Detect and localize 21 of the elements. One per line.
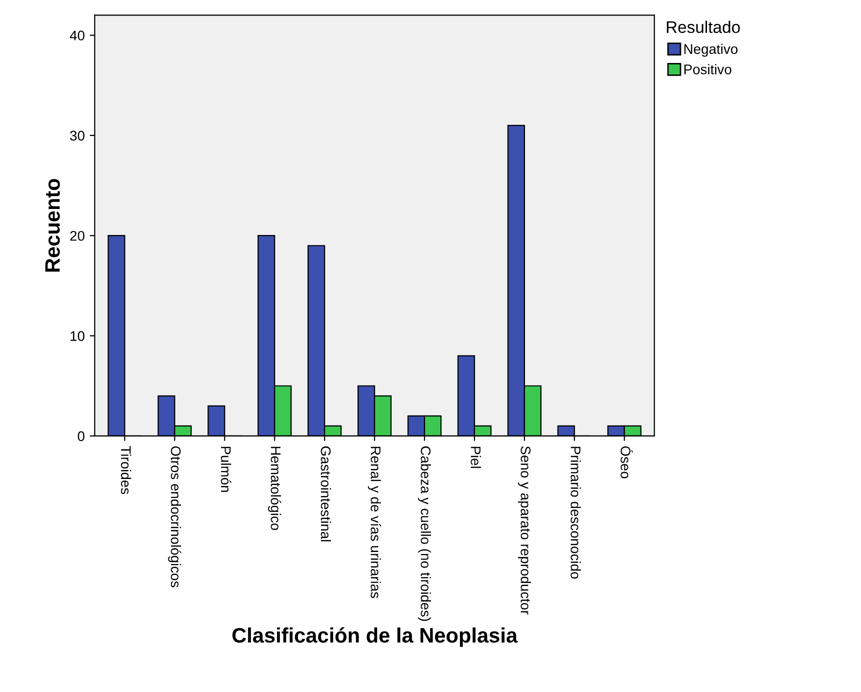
y-tick-label: 0 xyxy=(78,431,84,442)
x-tick-label: Pulmón xyxy=(220,446,232,492)
x-tick-label: Gastrointestinal xyxy=(320,446,332,542)
y-axis-title: Recuento xyxy=(45,178,60,272)
x-tick-label: Otros endocrinológicos xyxy=(168,446,182,588)
x-tick-label: Renal y de vías urinarias xyxy=(368,446,382,598)
legend-title: Resultado xyxy=(666,20,740,34)
x-axis-title: Clasificación de la Neoplasia xyxy=(232,627,518,647)
x-tick-label: Piel xyxy=(470,446,481,468)
x-tick-label: Óseo xyxy=(620,446,633,478)
x-tick-label: Tiroides xyxy=(120,446,132,494)
x-tick-label: Seno y aparato reproductor xyxy=(518,446,531,615)
y-tick-label: 40 xyxy=(70,30,84,40)
legend-label: Positivo xyxy=(684,64,732,74)
y-tick-label: 30 xyxy=(70,130,84,141)
y-tick-label: 10 xyxy=(70,331,84,341)
y-tick-label: 20 xyxy=(70,230,84,241)
x-tick-label: Cabeza y cuello (no tiroides) xyxy=(418,446,431,621)
legend-label: Negativo xyxy=(684,44,738,57)
x-tick-label: Hematológico xyxy=(268,446,282,530)
x-tick-label: Primario desconocido xyxy=(570,446,581,579)
